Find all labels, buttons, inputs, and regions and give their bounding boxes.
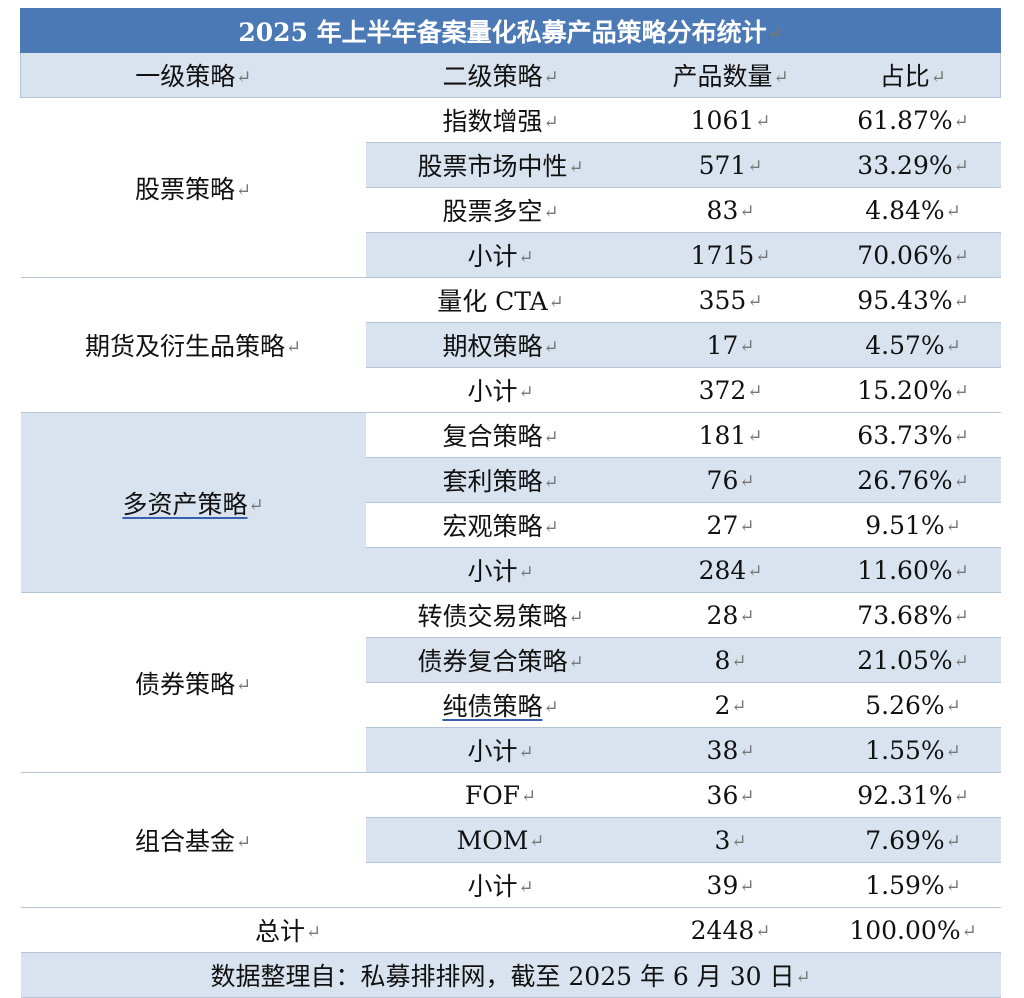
table-row: 小计↵ 1715↵ 70.06%↵ bbox=[21, 232, 1001, 278]
level1-strategy-label: 债券策略 bbox=[134, 669, 235, 699]
level2-strategy-cell: 小计↵ bbox=[365, 547, 636, 593]
share-cell: 15.20%↵ bbox=[825, 367, 1001, 413]
level2-strategy-cell: 量化 CTA↵ bbox=[365, 277, 636, 323]
table-row: 股票策略↵ 指数增强↵ 1061↵ 61.87%↵ bbox=[20, 97, 1001, 278]
share-cell: 92.31%↵ bbox=[825, 772, 1001, 818]
level1-strategy-label: 期货及衍生品策略 bbox=[84, 332, 285, 361]
level2-strategy-cell: 期权策略↵ bbox=[365, 322, 636, 368]
table-row: 小计↵ 38↵ 1.55%↵ bbox=[21, 727, 1001, 773]
share-cell: 61.87%↵ bbox=[825, 97, 1001, 143]
strategy-table: 2025 年上半年备案量化私募产品策略分布统计↵ 一级策略↵ 二级策略↵ 产品数… bbox=[19, 8, 1002, 998]
level1-strategy-cell: 期货及衍生品策略↵ bbox=[20, 277, 366, 413]
count-cell: 2↵ bbox=[635, 682, 826, 728]
count-cell: 28↵ bbox=[635, 592, 826, 638]
count-cell: 571↵ bbox=[635, 142, 826, 188]
header-level2: 二级策略↵ bbox=[365, 52, 636, 98]
share-cell: 70.06%↵ bbox=[825, 232, 1001, 278]
total-row: 总计↵ 2448↵ 100.00%↵ bbox=[20, 907, 1001, 953]
level2-strategy-cell: 股票多空↵ bbox=[365, 187, 636, 233]
header-share: 占比↵ bbox=[825, 52, 1001, 98]
count-cell: 39↵ bbox=[635, 862, 826, 908]
header-level1: 一级策略↵ bbox=[20, 52, 366, 98]
source-note: 数据整理自：私募排排网，截至 2025 年 6 月 30 日↵ bbox=[20, 952, 1001, 998]
footer-row: 数据整理自：私募排排网，截至 2025 年 6 月 30 日↵ bbox=[20, 952, 1001, 998]
count-cell: 83↵ bbox=[635, 187, 826, 233]
share-cell: 5.26%↵ bbox=[825, 682, 1001, 728]
count-cell: 1061↵ bbox=[635, 97, 826, 143]
level1-strategy-cell: 组合基金↵ bbox=[20, 772, 366, 908]
level1-strategy-cell: 债券策略↵ bbox=[20, 592, 366, 773]
share-cell: 1.55%↵ bbox=[825, 727, 1001, 773]
table-row: 宏观策略↵ 27↵ 9.51%↵ bbox=[21, 502, 1001, 548]
level2-strategy-cell: 复合策略↵ bbox=[365, 412, 636, 458]
level1-strategy-cell: 股票策略↵ bbox=[20, 97, 366, 278]
count-cell: 27↵ bbox=[635, 502, 826, 548]
table-body: 股票策略↵ 指数增强↵ 1061↵ 61.87%↵ 股票市场中性↵ 571↵ 33.29%↵… bbox=[20, 97, 1001, 908]
count-cell: 8↵ bbox=[635, 637, 826, 683]
share-cell: 63.73%↵ bbox=[825, 412, 1001, 458]
level2-strategy-cell: 小计↵ bbox=[365, 367, 636, 413]
table-row: 套利策略↵ 76↵ 26.76%↵ bbox=[21, 457, 1001, 503]
count-cell: 36↵ bbox=[635, 772, 826, 818]
count-cell: 1715↵ bbox=[635, 232, 826, 278]
count-cell: 181↵ bbox=[635, 412, 826, 458]
table-row: 组合基金↵ FOF↵ 36↵ 92.31%↵ bbox=[20, 772, 1001, 908]
level1-strategy-label: 股票策略 bbox=[134, 174, 235, 204]
count-cell: 17↵ bbox=[635, 322, 826, 368]
document: 2025 年上半年备案量化私募产品策略分布统计↵ 一级策略↵ 二级策略↵ 产品数… bbox=[19, 8, 1002, 998]
table-title: 2025 年上半年备案量化私募产品策略分布统计↵ bbox=[19, 8, 1002, 53]
share-cell: 7.69%↵ bbox=[825, 817, 1001, 863]
title-row: 2025 年上半年备案量化私募产品策略分布统计↵ bbox=[19, 8, 1002, 53]
share-cell: 73.68%↵ bbox=[825, 592, 1001, 638]
count-cell: 355↵ bbox=[635, 277, 826, 323]
share-cell: 11.60%↵ bbox=[825, 547, 1001, 593]
share-cell: 9.51%↵ bbox=[825, 502, 1001, 548]
level1-strategy-label: 组合基金 bbox=[134, 827, 235, 856]
level2-strategy-cell: 纯债策略↵ bbox=[365, 682, 636, 728]
header-count: 产品数量↵ bbox=[635, 52, 826, 98]
table-row: 小计↵ 284↵ 11.60%↵ bbox=[21, 547, 1001, 593]
share-cell: 21.05%↵ bbox=[825, 637, 1001, 683]
level2-strategy-cell: MOM↵ bbox=[365, 817, 636, 863]
level2-strategy-cell: 小计↵ bbox=[365, 862, 636, 908]
total-label: 总计↵ bbox=[20, 907, 636, 953]
level2-strategy-cell: 转债交易策略↵ bbox=[365, 592, 636, 638]
table-row: 纯债策略↵ 2↵ 5.26%↵ bbox=[21, 682, 1001, 728]
table-row: 债券策略↵ 转债交易策略↵ 28↵ 73.68%↵ bbox=[20, 592, 1001, 773]
count-cell: 76↵ bbox=[635, 457, 826, 503]
share-cell: 33.29%↵ bbox=[825, 142, 1001, 188]
level2-strategy-cell: 股票市场中性↵ bbox=[365, 142, 636, 188]
level1-strategy-label: 多资产策略 bbox=[122, 489, 248, 519]
table-row: 多资产策略↵ 复合策略↵ 181↵ 63.73%↵ bbox=[20, 412, 1001, 593]
level2-strategy-cell: 宏观策略↵ bbox=[365, 502, 636, 548]
level2-strategy-cell: 小计↵ bbox=[365, 232, 636, 278]
total-share: 100.00%↵ bbox=[825, 907, 1001, 953]
table-row: MOM↵ 3↵ 7.69%↵ bbox=[21, 817, 1001, 863]
level2-strategy-cell: 指数增强↵ bbox=[365, 97, 636, 143]
table-row: 小计↵ 39↵ 1.59%↵ bbox=[21, 862, 1001, 908]
level2-strategy-cell: FOF↵ bbox=[365, 772, 636, 818]
share-cell: 4.84%↵ bbox=[825, 187, 1001, 233]
level1-strategy-cell: 多资产策略↵ bbox=[20, 412, 366, 593]
count-cell: 284↵ bbox=[635, 547, 826, 593]
level2-strategy-cell: 债券复合策略↵ bbox=[365, 637, 636, 683]
table-row: 期权策略↵ 17↵ 4.57%↵ bbox=[21, 322, 1001, 368]
level2-strategy-cell: 套利策略↵ bbox=[365, 457, 636, 503]
table-row: 债券复合策略↵ 8↵ 21.05%↵ bbox=[21, 637, 1001, 683]
count-cell: 3↵ bbox=[635, 817, 826, 863]
total-count: 2448↵ bbox=[635, 907, 826, 953]
count-cell: 38↵ bbox=[635, 727, 826, 773]
table-row: 股票市场中性↵ 571↵ 33.29%↵ bbox=[21, 142, 1001, 188]
share-cell: 4.57%↵ bbox=[825, 322, 1001, 368]
count-cell: 372↵ bbox=[635, 367, 826, 413]
share-cell: 95.43%↵ bbox=[825, 277, 1001, 323]
table-row: 股票多空↵ 83↵ 4.84%↵ bbox=[21, 187, 1001, 233]
share-cell: 26.76%↵ bbox=[825, 457, 1001, 503]
share-cell: 1.59%↵ bbox=[825, 862, 1001, 908]
level2-strategy-cell: 小计↵ bbox=[365, 727, 636, 773]
table-row: 小计↵ 372↵ 15.20%↵ bbox=[21, 367, 1001, 413]
table-row: 期货及衍生品策略↵ 量化 CTA↵ 355↵ 95.43%↵ bbox=[20, 277, 1001, 413]
header-row: 一级策略↵ 二级策略↵ 产品数量↵ 占比↵ bbox=[20, 52, 1001, 98]
